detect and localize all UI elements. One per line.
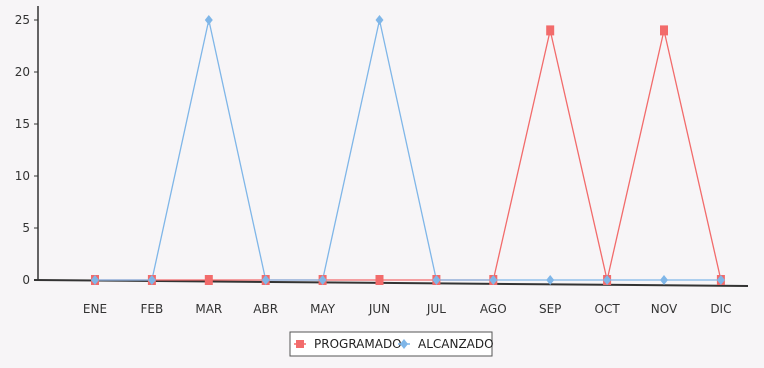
x-tick-label: OCT [595, 302, 621, 316]
y-tick-label: 5 [22, 221, 30, 235]
y-tick-label: 20 [15, 65, 30, 79]
data-point-alcanzado [660, 275, 668, 285]
x-tick-label: SEP [539, 302, 561, 316]
y-tick-label: 10 [15, 169, 30, 183]
legend-box [289, 331, 493, 357]
data-point-alcanzado [147, 275, 156, 285]
series-line-alcanzado [95, 19, 721, 281]
y-tick-label: 15 [15, 117, 30, 131]
data-point-programado [375, 275, 384, 285]
data-point-alcanzado [91, 275, 99, 285]
data-point-alcanzado [546, 275, 555, 285]
x-tick-label: DIC [710, 302, 731, 316]
x-tick-label: AGO [480, 302, 507, 316]
data-point-alcanzado [716, 275, 725, 285]
series-line-programado [95, 30, 722, 281]
data-point-alcanzado [318, 275, 327, 285]
x-axis-line [33, 279, 749, 287]
legend-swatch-programado [296, 340, 304, 348]
legend-label-programado: PROGRAMADO [314, 337, 402, 351]
x-tick-label: MAY [310, 302, 336, 316]
y-tick-label: 25 [15, 13, 30, 27]
legend-swatch-alcanzado [400, 339, 408, 349]
data-point-alcanzado [603, 275, 612, 285]
data-point-alcanzado [432, 275, 441, 285]
data-point-programado [546, 25, 555, 36]
data-point-alcanzado [375, 15, 384, 25]
x-tick-label: JUL [426, 302, 446, 316]
data-point-programado [660, 25, 668, 36]
data-point-alcanzado [204, 15, 213, 25]
data-point-alcanzado [261, 275, 270, 285]
x-tick-label: FEB [141, 302, 164, 316]
x-tick-label: ABR [253, 302, 278, 316]
x-tick-label: JUN [368, 302, 390, 316]
data-point-alcanzado [489, 275, 498, 285]
x-tick-label: NOV [651, 302, 678, 316]
legend-label-alcanzado: ALCANZADO [418, 337, 494, 351]
x-tick-label: MAR [195, 302, 222, 316]
data-point-programado [204, 275, 213, 285]
x-tick-label: ENE [83, 302, 107, 316]
y-tick-label: 0 [22, 273, 30, 287]
